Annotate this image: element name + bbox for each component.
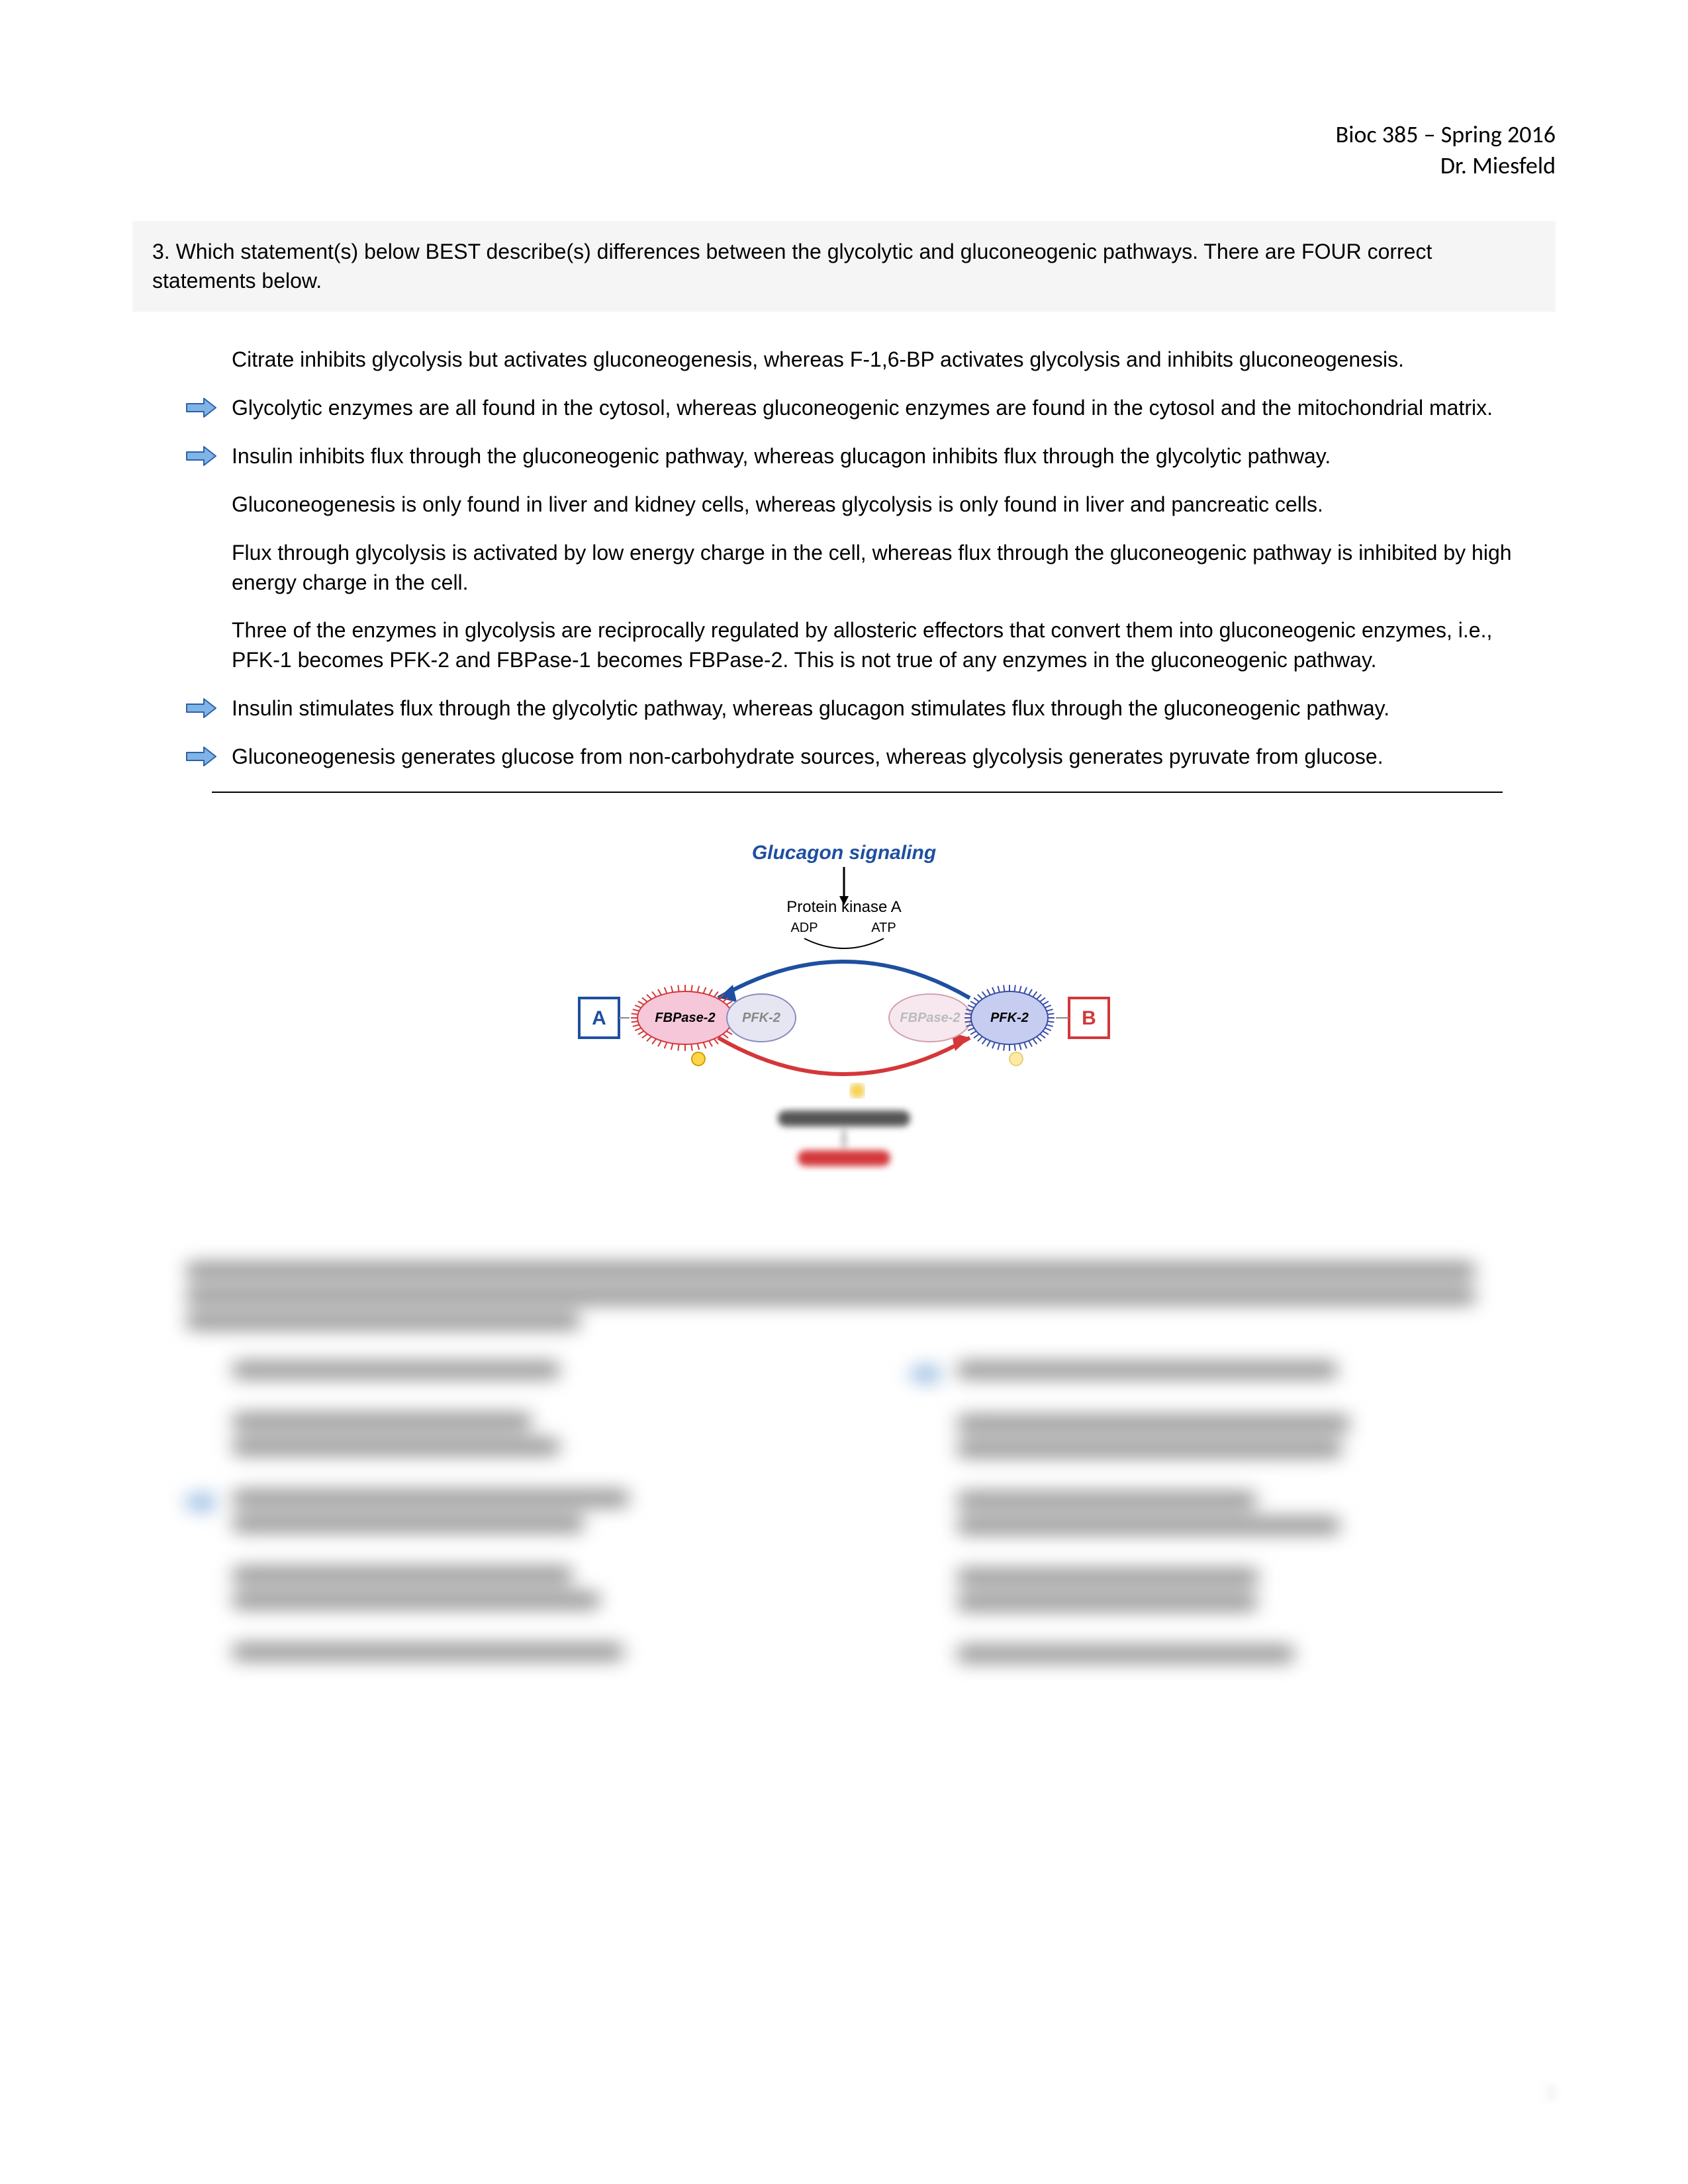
blurred-answer-row [910, 1646, 1503, 1671]
blurred-marker-cell [910, 1362, 957, 1389]
answer-text: Gluconeogenesis is only found in liver a… [232, 490, 1529, 520]
svg-text:ADP: ADP [790, 921, 818, 935]
svg-text:Protein kinase A: Protein kinase A [786, 898, 901, 916]
arrow-icon [185, 745, 218, 768]
answer-row: Gluconeogenesis is only found in liver a… [185, 490, 1529, 520]
arrow-icon [185, 396, 218, 420]
svg-text:FBPase-2: FBPase-2 [900, 1011, 960, 1025]
answer-text: Three of the enzymes in glycolysis are r… [232, 615, 1529, 675]
question-prompt: 3. Which statement(s) below BEST describ… [132, 221, 1556, 312]
instructor-name: Dr. Miesfeld [132, 150, 1556, 181]
answer-text: Insulin stimulates flux through the glyc… [232, 694, 1529, 723]
blurred-column [910, 1362, 1503, 1698]
blurred-answer-row [910, 1416, 1503, 1466]
blurred-answer-row [910, 1362, 1503, 1389]
blurred-marker-cell [185, 1490, 232, 1518]
page: Bioc 385 – Spring 2016 Dr. Miesfeld 3. W… [0, 0, 1688, 1764]
diagram-container: Glucagon signaling Protein kinase A ADP … [132, 826, 1556, 1223]
svg-text:A: A [592, 1007, 606, 1029]
answer-row: Gluconeogenesis generates glucose from n… [185, 742, 1529, 772]
blurred-content [132, 1263, 1556, 1698]
svg-text:PFK-2: PFK-2 [742, 1011, 780, 1025]
svg-text:ATP: ATP [871, 921, 896, 935]
svg-text:FBPase-2: FBPase-2 [655, 1011, 715, 1025]
answer-marker-cell [185, 345, 232, 347]
answer-marker-cell [185, 441, 232, 471]
answer-marker-cell [185, 490, 232, 492]
answer-marker-cell [185, 615, 232, 618]
arrow-icon [185, 444, 218, 468]
blurred-columns [185, 1362, 1503, 1698]
page-header: Bioc 385 – Spring 2016 Dr. Miesfeld [132, 119, 1556, 181]
answer-row: Flux through glycolysis is activated by … [185, 538, 1529, 598]
answer-row: Glycolytic enzymes are all found in the … [185, 393, 1529, 423]
blurred-answer-row [185, 1490, 778, 1541]
answer-text: Glycolytic enzymes are all found in the … [232, 393, 1529, 423]
answer-list: Citrate inhibits glycolysis but activate… [132, 345, 1556, 772]
blurred-answer-row [185, 1644, 778, 1669]
answer-text: Citrate inhibits glycolysis but activate… [232, 345, 1529, 375]
arrow-icon [910, 1362, 943, 1386]
svg-text:PFK-2: PFK-2 [990, 1011, 1029, 1025]
blurred-answer-row [185, 1414, 778, 1464]
arrow-icon [185, 1490, 218, 1514]
answer-row: Insulin stimulates flux through the glyc… [185, 694, 1529, 723]
answer-text: Insulin inhibits flux through the glucon… [232, 441, 1529, 471]
blurred-column [185, 1362, 778, 1698]
blurred-question [185, 1263, 1503, 1329]
answer-marker-cell [185, 393, 232, 423]
course-title: Bioc 385 – Spring 2016 [132, 119, 1556, 150]
page-number: 3 [1544, 2082, 1556, 2105]
answer-marker-cell [185, 694, 232, 723]
section-divider [212, 792, 1503, 793]
answer-marker-cell [185, 538, 232, 541]
blurred-answer-row [185, 1567, 778, 1617]
question-text: Which statement(s) below BEST describe(s… [152, 240, 1432, 293]
answer-marker-cell [185, 742, 232, 772]
glucagon-diagram: Glucagon signaling Protein kinase A ADP … [513, 826, 1175, 1223]
answer-row: Insulin inhibits flux through the glucon… [185, 441, 1529, 471]
svg-text:B: B [1082, 1007, 1096, 1029]
svg-text:Glucagon signaling: Glucagon signaling [752, 842, 936, 864]
question-number: 3. [152, 240, 170, 263]
blurred-answer-row [185, 1362, 778, 1387]
answer-row: Citrate inhibits glycolysis but activate… [185, 345, 1529, 375]
blurred-answer-row [910, 1569, 1503, 1619]
blurred-answer-row [910, 1492, 1503, 1543]
arrow-icon [185, 696, 218, 720]
answer-text: Gluconeogenesis generates glucose from n… [232, 742, 1529, 772]
answer-text: Flux through glycolysis is activated by … [232, 538, 1529, 598]
answer-row: Three of the enzymes in glycolysis are r… [185, 615, 1529, 675]
